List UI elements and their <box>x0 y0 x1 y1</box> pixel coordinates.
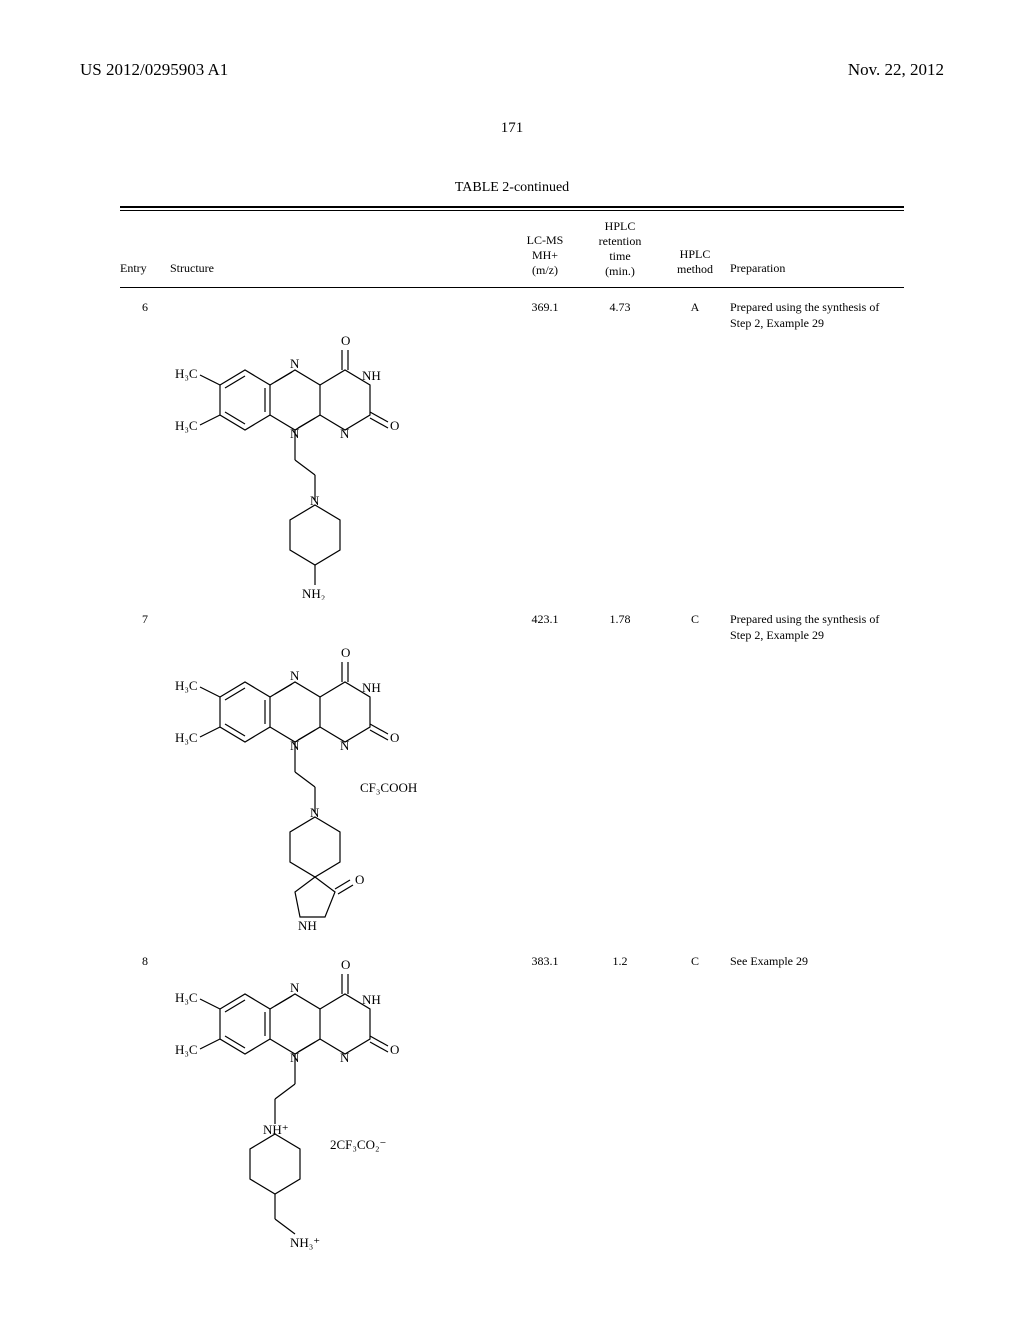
structure-cell: H₃C H₃C O NH N N N O NH⁺ 2CF₃CO₂⁻ NH₃⁺ <box>170 954 510 1274</box>
chemical-structure-icon: H₃C H₃C O NH N N N O N NH₂ <box>170 300 450 600</box>
lcms-value: 369.1 <box>510 300 580 315</box>
hplc-method-value: C <box>660 612 730 627</box>
col-header-entry: Entry <box>120 219 170 279</box>
svg-text:CF₃COOH: CF₃COOH <box>360 780 417 795</box>
svg-text:O: O <box>341 645 350 660</box>
col-header-lcms: LC-MS MH+ (m/z) <box>510 219 580 279</box>
svg-text:NH⁺: NH⁺ <box>263 1122 289 1137</box>
hplc-time-value: 1.78 <box>580 612 660 627</box>
svg-text:O: O <box>390 1042 399 1057</box>
page-header: US 2012/0295903 A1 Nov. 22, 2012 <box>0 60 1024 80</box>
col-header-hplc-time: HPLC retention time (min.) <box>580 219 660 279</box>
svg-text:NH₂: NH₂ <box>302 586 325 600</box>
col-header-preparation: Preparation <box>730 219 880 279</box>
col-header-structure: Structure <box>170 219 510 279</box>
hplc-method-value: C <box>660 954 730 969</box>
chemical-structure-icon: H₃C H₃C O NH N N N O CF₃COOH N O NH <box>170 612 450 942</box>
table-title: TABLE 2-continued <box>120 180 904 196</box>
publication-date: Nov. 22, 2012 <box>848 60 944 80</box>
entry-number: 7 <box>120 612 170 627</box>
lcms-value: 383.1 <box>510 954 580 969</box>
preparation-value: Prepared using the synthesis of Step 2, … <box>730 612 880 643</box>
svg-text:O: O <box>341 957 350 972</box>
svg-text:N: N <box>310 493 320 508</box>
preparation-value: Prepared using the synthesis of Step 2, … <box>730 300 880 331</box>
data-table: TABLE 2-continued Entry Structure LC-MS … <box>120 180 904 1274</box>
svg-text:O: O <box>355 872 364 887</box>
svg-text:NH: NH <box>362 992 381 1007</box>
svg-text:O: O <box>390 730 399 745</box>
svg-text:H₃C: H₃C <box>175 730 198 745</box>
table-row: 7 <box>120 600 904 942</box>
svg-text:NH₃⁺: NH₃⁺ <box>290 1235 320 1250</box>
lcms-value: 423.1 <box>510 612 580 627</box>
hplc-time-value: 1.2 <box>580 954 660 969</box>
hplc-time-value: 4.73 <box>580 300 660 315</box>
svg-text:N: N <box>310 805 320 820</box>
structure-cell: H₃C H₃C O NH N N N O N NH₂ <box>170 300 510 600</box>
structure-cell: H₃C H₃C O NH N N N O CF₃COOH N O NH <box>170 612 510 942</box>
hplc-method-value: A <box>660 300 730 315</box>
svg-text:N: N <box>340 1050 350 1065</box>
svg-text:NH: NH <box>362 680 381 695</box>
svg-text:2CF₃CO₂⁻: 2CF₃CO₂⁻ <box>330 1137 386 1152</box>
svg-text:N: N <box>290 356 300 371</box>
chemical-structure-icon: H₃C H₃C O NH N N N O NH⁺ 2CF₃CO₂⁻ NH₃⁺ <box>170 954 450 1274</box>
svg-text:N: N <box>290 426 300 441</box>
svg-text:O: O <box>390 418 399 433</box>
svg-text:NH: NH <box>298 918 317 933</box>
page-number: 171 <box>501 120 524 137</box>
svg-text:H₃C: H₃C <box>175 366 198 381</box>
svg-text:N: N <box>290 668 300 683</box>
svg-text:N: N <box>340 738 350 753</box>
svg-text:N: N <box>290 738 300 753</box>
svg-text:NH: NH <box>362 368 381 383</box>
preparation-value: See Example 29 <box>730 954 880 970</box>
svg-text:N: N <box>290 980 300 995</box>
table-row: 8 <box>120 942 904 1274</box>
svg-text:H₃C: H₃C <box>175 1042 198 1057</box>
entry-number: 6 <box>120 300 170 315</box>
svg-text:N: N <box>290 1050 300 1065</box>
table-row: 6 <box>120 288 904 600</box>
publication-number: US 2012/0295903 A1 <box>80 60 228 80</box>
svg-text:H₃C: H₃C <box>175 678 198 693</box>
svg-text:N: N <box>340 426 350 441</box>
svg-text:H₃C: H₃C <box>175 990 198 1005</box>
col-header-hplc-method: HPLC method <box>660 219 730 279</box>
table-header-row: Entry Structure LC-MS MH+ (m/z) HPLC ret… <box>120 211 904 287</box>
svg-text:O: O <box>341 333 350 348</box>
entry-number: 8 <box>120 954 170 969</box>
svg-text:H₃C: H₃C <box>175 418 198 433</box>
